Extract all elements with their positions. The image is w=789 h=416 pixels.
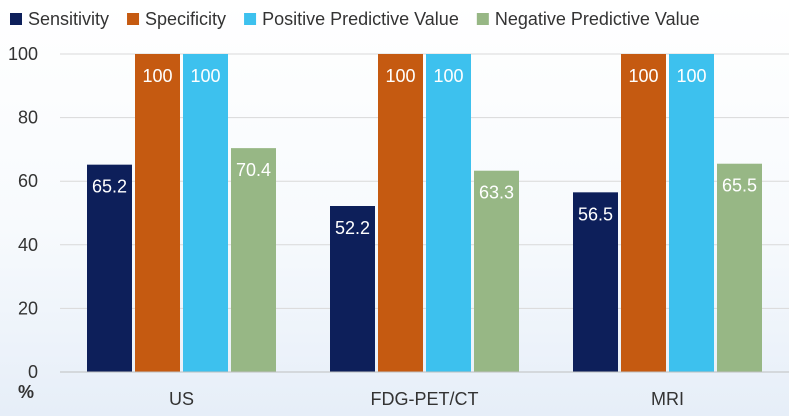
x-tick-label: FDG-PET/CT: [371, 389, 479, 409]
y-tick-label: 0: [28, 362, 38, 382]
bar: [135, 54, 180, 372]
y-tick-label: 20: [18, 298, 38, 318]
x-tick-label: MRI: [651, 389, 684, 409]
legend-swatch: [10, 13, 22, 25]
data-label: 100: [676, 66, 706, 86]
bar: [669, 54, 714, 372]
bar: [87, 164, 132, 372]
y-axis-unit-label: %: [18, 382, 34, 402]
gridlines: [60, 53, 789, 309]
legend-label: Sensitivity: [28, 9, 109, 29]
data-label: 100: [190, 66, 220, 86]
bar: [621, 54, 666, 372]
y-axis: 0 20 40 60 80 100: [8, 44, 38, 382]
data-label: 56.5: [578, 204, 613, 224]
bar: [183, 54, 228, 372]
data-label: 100: [142, 66, 172, 86]
data-label: 65.5: [722, 176, 757, 196]
legend-swatch: [127, 13, 140, 25]
bar: [426, 54, 471, 372]
x-axis: US FDG-PET/CT MRI: [60, 371, 789, 409]
data-label: 100: [433, 66, 463, 86]
bar: [231, 148, 276, 372]
data-label: 100: [385, 66, 415, 86]
x-tick-label: US: [169, 389, 194, 409]
data-label: 65.2: [92, 177, 127, 197]
bar: [717, 163, 762, 372]
y-tick-label: 40: [18, 235, 38, 255]
bars: 65.2 100 100 70.4 52.2 100 100 63.3 56.5 100 100 65…: [87, 54, 762, 372]
bar: [474, 170, 519, 372]
legend-swatch: [476, 13, 489, 25]
legend-swatch: [244, 13, 257, 25]
data-label: 63.3: [479, 183, 514, 203]
legend-label: Negative Predictive Value: [495, 9, 700, 29]
bar: [378, 54, 423, 372]
y-tick-label: 100: [8, 44, 38, 64]
y-tick-label: 60: [18, 171, 38, 191]
legend-label: Specificity: [145, 9, 226, 29]
data-label: 70.4: [236, 160, 271, 180]
data-label: 52.2: [335, 218, 370, 238]
bar: [330, 206, 375, 372]
bar: [573, 192, 618, 372]
legend-label: Positive Predictive Value: [262, 9, 459, 29]
data-label: 100: [628, 66, 658, 86]
legend: Sensitivity Specificity Positive Predictiv…: [10, 9, 700, 29]
y-tick-label: 80: [18, 108, 38, 128]
